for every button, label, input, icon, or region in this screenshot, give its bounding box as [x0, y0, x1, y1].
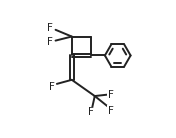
Text: F: F: [49, 82, 54, 92]
Text: F: F: [108, 106, 114, 116]
Text: F: F: [88, 107, 94, 117]
Text: F: F: [108, 90, 114, 100]
Text: F: F: [47, 23, 53, 33]
Text: F: F: [47, 37, 53, 47]
